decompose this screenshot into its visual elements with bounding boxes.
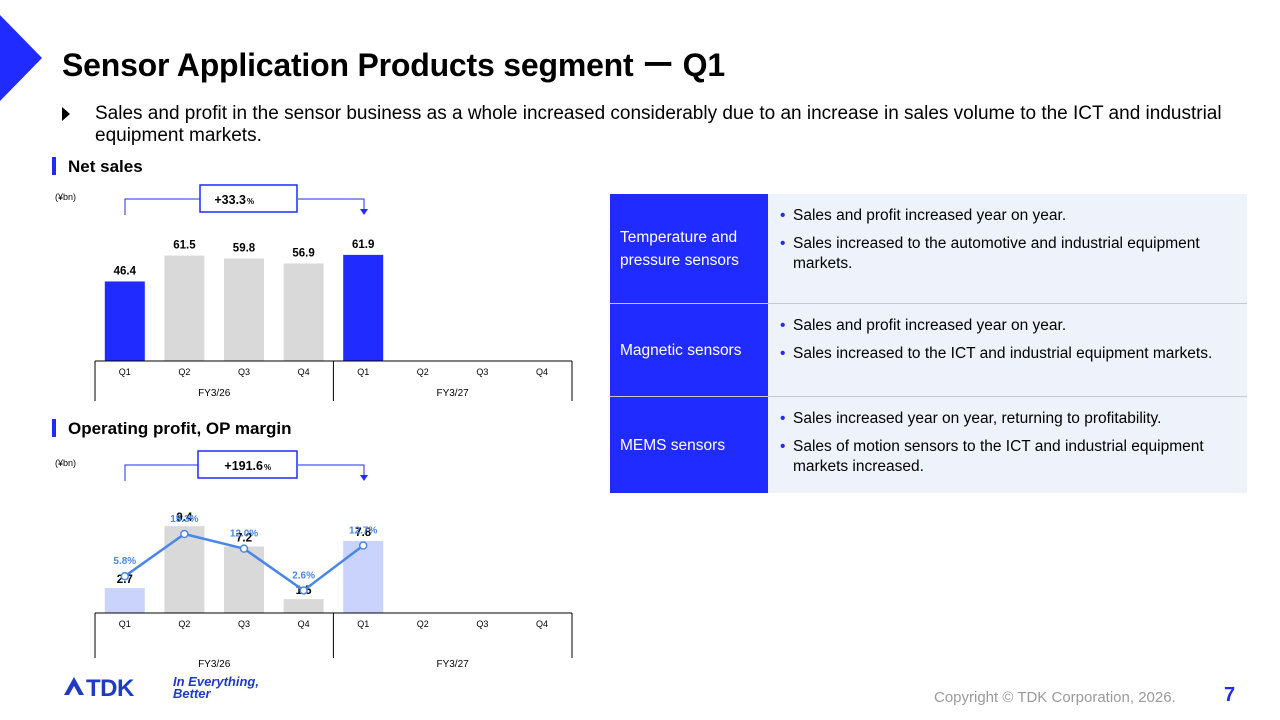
tick-label: Q4: [298, 619, 310, 629]
table-row: Temperature and pressure sensors Sales a…: [610, 194, 1247, 304]
bar: [283, 263, 324, 361]
copyright: Copyright © TDK Corporation, 2026.: [934, 689, 1176, 706]
margin-point: [120, 571, 130, 581]
margin-label: 12.7%: [349, 526, 377, 537]
margin-point: [239, 544, 249, 553]
growth-unit: %: [264, 463, 271, 472]
growth-unit: %: [247, 197, 254, 206]
group-label: FY3/26: [198, 659, 231, 670]
bar: [343, 254, 384, 361]
op-profit-unit: (¥bn): [55, 458, 77, 468]
list-item: Sales increased year on year, returning …: [780, 409, 1233, 429]
margin-point: [358, 541, 368, 550]
bar: [104, 588, 145, 613]
growth-arrow-head: [360, 209, 368, 215]
tick-label: Q1: [357, 619, 369, 629]
op-profit-heading: Operating profit, OP margin: [52, 419, 292, 439]
svg-text:In Everything,: In Everything,: [173, 674, 259, 689]
data-label: 61.5: [173, 240, 196, 252]
bar: [104, 281, 145, 361]
margin-label: 2.6%: [292, 570, 315, 581]
growth-box: [197, 450, 298, 479]
tdk-emblem-icon: [64, 677, 84, 695]
tick-label: Q4: [536, 619, 548, 629]
bar: [164, 526, 205, 613]
svg-text:TDK: TDK: [86, 675, 135, 702]
list-item: Sales of motion sensors to the ICT and i…: [780, 437, 1233, 477]
net-sales-label: Net sales: [68, 157, 143, 176]
list-item: Sales and profit increased year on year.: [780, 206, 1233, 226]
margin-point: [299, 586, 308, 595]
growth-bracket: [124, 464, 365, 481]
tick-label: Q4: [298, 367, 310, 377]
bar: [343, 540, 384, 613]
page-number: 7: [1224, 684, 1236, 706]
data-label: 46.4: [114, 265, 137, 277]
sensor-summary-table: Temperature and pressure sensors Sales a…: [610, 194, 1247, 493]
bar: [224, 546, 264, 613]
margin-label: 12.0%: [230, 529, 258, 540]
op-profit-label: Operating profit, OP margin: [68, 419, 292, 438]
bar: [283, 599, 324, 613]
data-label: 7.2: [236, 532, 252, 544]
group-label: FY3/27: [436, 659, 469, 670]
list-item: Sales and profit increased year on year.: [780, 316, 1233, 336]
triangle-bullet-icon: [62, 107, 70, 121]
row-heading: Magnetic sensors: [610, 304, 768, 396]
group-label: FY3/26: [198, 388, 231, 399]
table-row: Magnetic sensors Sales and profit increa…: [610, 304, 1247, 397]
margin-point: [180, 529, 189, 539]
bar: [164, 255, 205, 361]
table-row: MEMS sensors Sales increased year on yea…: [610, 397, 1247, 493]
data-label: 7.8: [355, 527, 372, 539]
margin-label: 15.3%: [170, 514, 198, 525]
row-heading: MEMS sensors: [610, 397, 768, 493]
net-sales-chart: +33.3 % 46.4 61.5 59.8 56.9 61.9 Q1 Q2 Q3 Q4 Q1 Q…: [94, 184, 573, 401]
tdk-logo: TDK In Everything, Better: [64, 674, 259, 702]
growth-value: +191.6: [224, 459, 263, 473]
tick-label: Q3: [476, 367, 488, 377]
section-marker: [52, 419, 56, 437]
row-heading: Temperature and pressure sensors: [610, 194, 768, 303]
row-body: Sales increased year on year, returning …: [768, 397, 1247, 493]
bar: [224, 258, 264, 361]
page-title: Sensor Application Products segment ー Q1: [62, 47, 725, 83]
tick-label: Q2: [178, 367, 190, 377]
tick-label: Q4: [536, 367, 548, 377]
data-label: 59.8: [233, 242, 256, 254]
tick-label: Q3: [476, 619, 488, 629]
data-label: 9.4: [176, 512, 193, 524]
summary-text: Sales and profit in the sensor business …: [95, 103, 1222, 146]
net-sales-heading: Net sales: [52, 157, 143, 177]
data-label: 61.9: [352, 239, 374, 251]
growth-value: +33.3: [214, 193, 246, 207]
tick-label: Q3: [238, 619, 250, 629]
svg-text:Better: Better: [173, 686, 212, 701]
tick-label: Q2: [417, 619, 429, 629]
growth-bracket: [124, 198, 365, 215]
tick-label: Q1: [357, 367, 369, 377]
margin-label: 5.8%: [113, 556, 136, 567]
row-body: Sales and profit increased year on year.…: [768, 304, 1247, 396]
growth-box: [199, 184, 298, 213]
summary-bullet: Sales and profit in the sensor business …: [62, 103, 1252, 147]
tick-label: Q3: [238, 367, 250, 377]
tick-label: Q1: [119, 367, 131, 377]
op-profit-chart: +191.6 % 2.79.47.21.57.8 5.8%15.3%12.0%2…: [94, 450, 573, 670]
tick-label: Q1: [119, 619, 131, 629]
data-label: 56.9: [292, 247, 314, 259]
list-item: Sales increased to the automotive and in…: [780, 234, 1233, 274]
tick-label: Q2: [178, 619, 190, 629]
growth-arrow-head: [360, 475, 368, 481]
section-marker: [52, 157, 56, 175]
net-sales-unit: (¥bn): [55, 192, 77, 202]
tick-label: Q2: [417, 367, 429, 377]
group-label: FY3/27: [436, 388, 469, 399]
row-body: Sales and profit increased year on year.…: [768, 194, 1247, 303]
corner-arrow-decoration: [0, 15, 42, 101]
list-item: Sales increased to the ICT and industria…: [780, 344, 1233, 364]
